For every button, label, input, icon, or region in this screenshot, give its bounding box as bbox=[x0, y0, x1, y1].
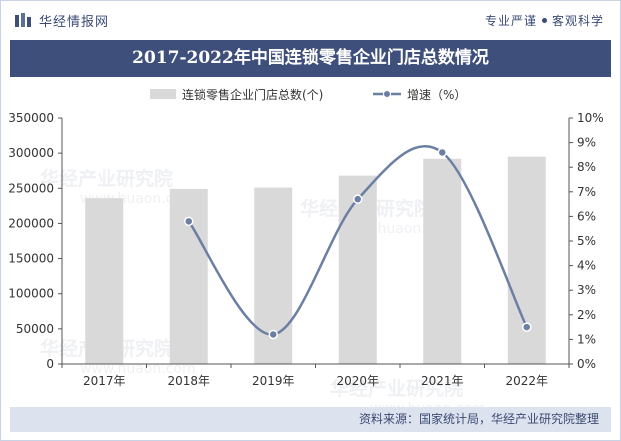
y-left-tick-label: 200000 bbox=[8, 216, 54, 230]
growth-point-2021年 bbox=[437, 147, 447, 158]
bar-series bbox=[85, 156, 546, 364]
brand-logo-icon bbox=[15, 12, 31, 27]
y-right-tick-label: 5% bbox=[577, 234, 596, 248]
watermark-url: www.huaon.com bbox=[80, 361, 196, 377]
y-left-tick-label: 150000 bbox=[8, 252, 54, 266]
line-series bbox=[184, 145, 532, 340]
top-bar: 华经情报网 专业严谨 客观科学 bbox=[1, 1, 620, 38]
watermark-text: 华经产业研究院 bbox=[330, 377, 463, 400]
source-note: 资料来源：国家统计局，华经产业研究院整理 bbox=[358, 412, 599, 426]
brand-name: 华经情报网 bbox=[39, 15, 110, 30]
y-left-tick-label: 0 bbox=[46, 357, 54, 371]
y-right-tick-label: 6% bbox=[577, 209, 596, 223]
y-right-tick-label: 8% bbox=[577, 160, 596, 174]
growth-point-2018年 bbox=[184, 216, 194, 227]
bar-2017年 bbox=[85, 198, 124, 364]
watermark-text: 华经产业研究院 bbox=[40, 167, 173, 190]
y-right-tick-label: 10% bbox=[577, 111, 604, 125]
y-left-tick-label: 100000 bbox=[8, 287, 54, 301]
y-right-tick-label: 2% bbox=[577, 308, 596, 322]
slogan-right: 客观科学 bbox=[551, 14, 604, 28]
title-bar: 2017-2022年中国连锁零售企业门店总数情况 bbox=[10, 40, 611, 77]
x-tick-label: 2022年 bbox=[505, 374, 548, 388]
x-tick-label: 2018年 bbox=[167, 374, 210, 388]
y-right-tick-label: 4% bbox=[577, 259, 596, 273]
y-right-tick-label: 9% bbox=[577, 136, 596, 150]
y-right-tick-label: 1% bbox=[577, 332, 596, 346]
y-left-tick-label: 350000 bbox=[8, 111, 54, 125]
y-left-tick-label: 250000 bbox=[8, 181, 54, 195]
watermark-layer: 华经产业研究院www.huaon.com华经产业研究院www.huaon.com… bbox=[40, 167, 486, 417]
legend: 连锁零售企业门店总数(个) 增速（%） bbox=[150, 87, 466, 102]
brand: 华经情报网 bbox=[15, 11, 109, 30]
y-right-tick-label: 0% bbox=[577, 357, 596, 371]
y-right-tick-label: 7% bbox=[577, 185, 596, 199]
bar-2021年 bbox=[423, 158, 462, 364]
footer-bar: 资料来源：国家统计局，华经产业研究院整理 bbox=[10, 407, 611, 432]
bar-2022年 bbox=[507, 156, 546, 364]
y-left-tick-label: 300000 bbox=[8, 146, 54, 160]
legend-label-line: 增速（%） bbox=[407, 88, 466, 102]
slogan-left: 专业严谨 bbox=[484, 14, 537, 28]
y-left-tick-label: 50000 bbox=[16, 322, 54, 336]
chart-title: 2017-2022年中国连锁零售企业门店总数情况 bbox=[132, 48, 489, 68]
x-tick-label: 2017年 bbox=[83, 374, 126, 388]
slogan: 专业严谨 客观科学 bbox=[485, 12, 604, 29]
legend-marker-line bbox=[383, 90, 391, 98]
x-tick-label: 2021年 bbox=[421, 374, 464, 388]
growth-point-2019年 bbox=[268, 329, 278, 340]
axes: 0 50000 100000 150000 200000 250000 300000 3500… bbox=[8, 111, 603, 388]
bar-2018年 bbox=[169, 188, 208, 364]
x-tick-label: 2019年 bbox=[252, 374, 295, 388]
slogan-dot-icon bbox=[541, 18, 547, 23]
legend-label-bar: 连锁零售企业门店总数(个) bbox=[182, 87, 323, 102]
bar-2020年 bbox=[338, 175, 377, 364]
growth-point-2020年 bbox=[353, 194, 363, 204]
x-tick-label: 2020年 bbox=[336, 374, 379, 388]
growth-point-2022年 bbox=[522, 322, 532, 332]
legend-swatch-bar bbox=[150, 89, 176, 99]
y-right-tick-label: 3% bbox=[577, 283, 596, 297]
